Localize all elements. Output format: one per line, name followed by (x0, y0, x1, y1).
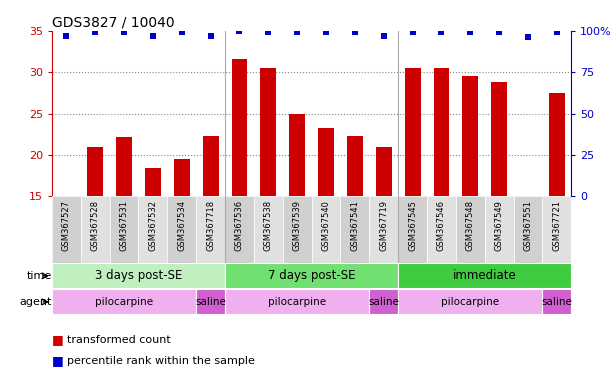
Point (552, 29, 562, 35)
Text: GSM367721: GSM367721 (552, 200, 562, 251)
Text: pilocarpine: pilocarpine (268, 297, 326, 307)
Point (379, 33, 389, 39)
Bar (225, 263, 398, 288)
Text: saline: saline (541, 297, 573, 307)
Point (119, 29, 129, 35)
Bar (543, 290, 571, 314)
Text: GSM367548: GSM367548 (466, 200, 475, 251)
Bar (347, 136, 363, 197)
Text: GSM367719: GSM367719 (379, 200, 388, 251)
Point (466, 29, 475, 35)
Bar (340, 197, 369, 263)
Point (292, 29, 302, 35)
Bar (376, 147, 392, 197)
Bar (232, 59, 247, 197)
Text: GSM367551: GSM367551 (524, 200, 533, 251)
Text: transformed count: transformed count (67, 335, 171, 345)
Point (263, 29, 273, 35)
Text: 7 days post-SE: 7 days post-SE (268, 269, 356, 282)
Text: pilocarpine: pilocarpine (441, 297, 499, 307)
Text: saline: saline (368, 297, 399, 307)
Bar (398, 263, 571, 288)
Bar (203, 136, 219, 197)
Text: GSM367540: GSM367540 (321, 200, 331, 251)
Text: GSM367718: GSM367718 (206, 200, 215, 251)
Bar (254, 197, 283, 263)
Text: GSM367546: GSM367546 (437, 200, 446, 251)
Bar (109, 197, 139, 263)
Bar (318, 128, 334, 197)
Point (523, 34, 533, 40)
Bar (81, 197, 109, 263)
Bar (196, 290, 225, 314)
Point (62, 33, 71, 39)
Text: GSM367539: GSM367539 (293, 200, 302, 251)
Text: GSM367545: GSM367545 (408, 200, 417, 251)
Text: pilocarpine: pilocarpine (95, 297, 153, 307)
Point (350, 29, 360, 35)
Bar (145, 168, 161, 197)
Bar (514, 197, 543, 263)
Bar (463, 76, 478, 197)
Point (437, 29, 447, 35)
Text: GSM367536: GSM367536 (235, 200, 244, 251)
Bar (87, 147, 103, 197)
Bar (225, 197, 254, 263)
Bar (59, 196, 75, 197)
Bar (491, 82, 507, 197)
Text: saline: saline (195, 297, 226, 307)
Text: GSM367532: GSM367532 (148, 200, 158, 251)
Text: ■: ■ (52, 333, 68, 346)
Bar (398, 197, 427, 263)
Bar (520, 196, 536, 197)
Point (206, 33, 216, 39)
Bar (398, 290, 543, 314)
Bar (312, 197, 340, 263)
Point (235, 28, 244, 34)
Bar (167, 197, 196, 263)
Point (321, 29, 331, 35)
Text: GSM367528: GSM367528 (90, 200, 100, 251)
Bar (174, 159, 189, 197)
Bar (549, 93, 565, 197)
Bar (289, 114, 305, 197)
Bar (404, 68, 420, 197)
Point (177, 29, 187, 35)
Text: GSM367527: GSM367527 (62, 200, 71, 251)
Text: percentile rank within the sample: percentile rank within the sample (67, 356, 255, 366)
Bar (52, 290, 196, 314)
Bar (543, 197, 571, 263)
Bar (485, 197, 514, 263)
Text: time: time (27, 271, 52, 281)
Text: GSM367531: GSM367531 (120, 200, 128, 251)
Bar (52, 263, 225, 288)
Point (148, 33, 158, 39)
Bar (116, 137, 132, 197)
Bar (283, 197, 312, 263)
Point (90, 29, 100, 35)
Text: immediate: immediate (453, 269, 517, 282)
Text: GDS3827 / 10040: GDS3827 / 10040 (52, 16, 175, 30)
Point (494, 29, 504, 35)
Point (408, 29, 417, 35)
Bar (369, 197, 398, 263)
Bar (369, 290, 398, 314)
Text: agent: agent (20, 297, 52, 307)
Text: GSM367549: GSM367549 (495, 200, 503, 251)
Bar (260, 68, 276, 197)
Bar (434, 68, 449, 197)
Bar (225, 290, 369, 314)
Text: GSM367538: GSM367538 (264, 200, 273, 251)
Bar (52, 197, 81, 263)
Bar (456, 197, 485, 263)
Text: 3 days post-SE: 3 days post-SE (95, 269, 182, 282)
Bar (427, 197, 456, 263)
Text: ■: ■ (52, 354, 68, 367)
Text: GSM367534: GSM367534 (177, 200, 186, 251)
Bar (139, 197, 167, 263)
Text: GSM367541: GSM367541 (350, 200, 359, 251)
Bar (196, 197, 225, 263)
